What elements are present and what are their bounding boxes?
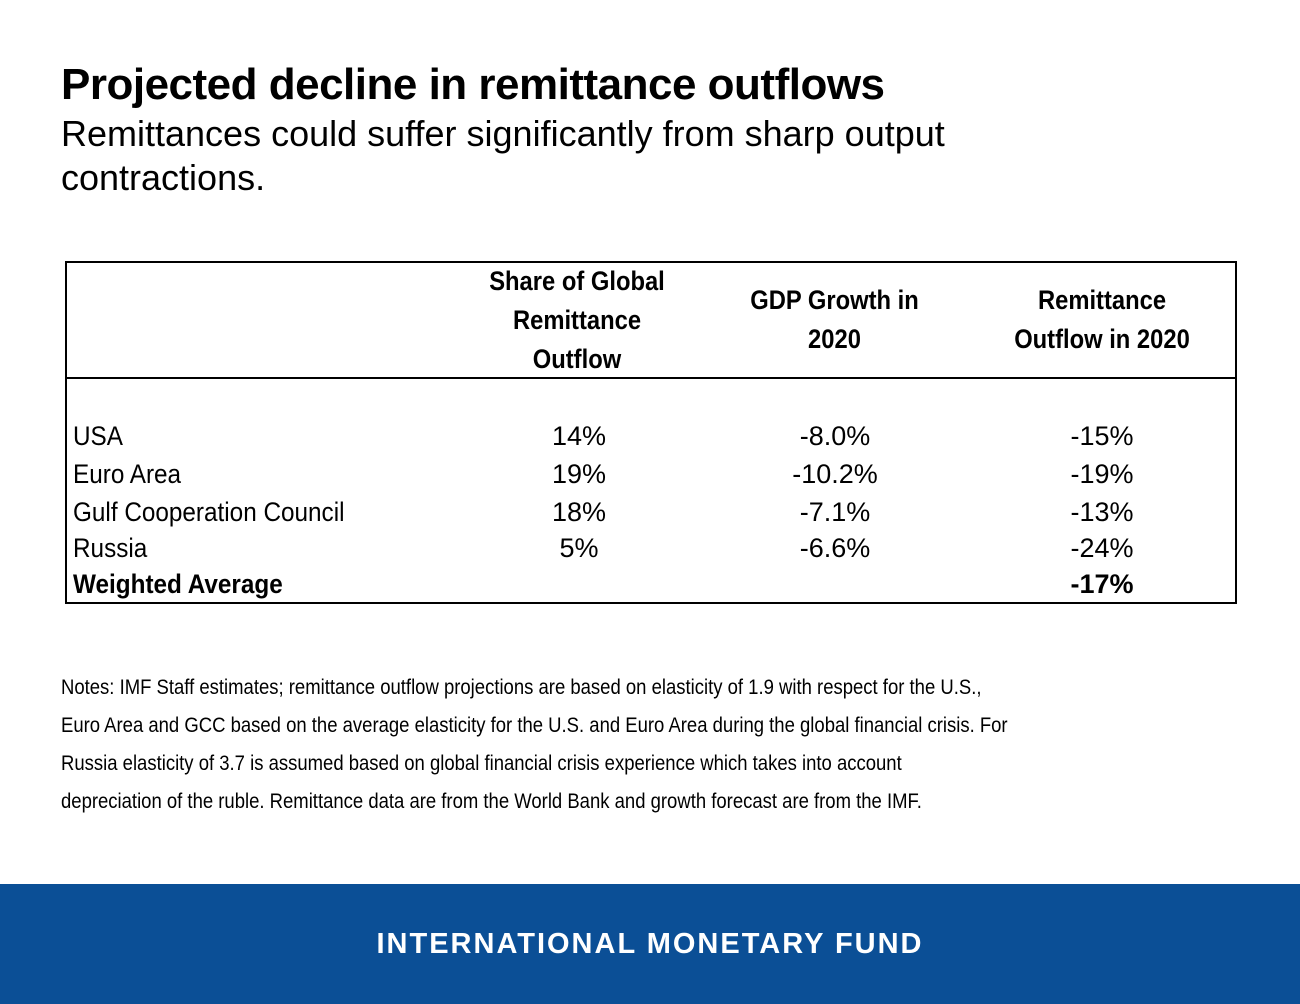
column-header-outflow: Remittance Outflow in 2020 [1014,285,1190,354]
notes-line: Notes: IMF Staff estimates; remittance o… [61,675,982,699]
row-label: Euro Area [73,459,182,489]
row-label: Weighted Average [73,569,283,599]
column-header-share: Share of Global Remittance Outflow [489,265,665,374]
row-label: USA [73,421,123,451]
table-row: Weighted Average -17% [67,566,1235,603]
cell-gdp-growth: -6.6% [799,533,871,563]
table-row: Gulf Cooperation Council 18% -7.1% -13% [67,494,1235,531]
notes-line: Russia elasticity of 3.7 is assumed base… [61,751,902,775]
table-row: USA 14% -8.0% -15% [67,418,1235,455]
table-header: Share of Global Remittance Outflow GDP G… [67,263,1235,379]
notes: Notes: IMF Staff estimates; remittance o… [61,668,1231,820]
footer-banner: INTERNATIONAL MONETARY FUND [0,884,1300,1004]
cell-gdp-growth: -8.0% [799,421,871,451]
notes-line: Euro Area and GCC based on the average e… [61,713,1008,737]
notes-line: depreciation of the ruble. Remittance da… [61,789,922,813]
column-header-gdp: GDP Growth in 2020 [750,285,919,354]
cell-gdp-growth: -7.1% [799,497,871,527]
row-label: Russia [73,533,148,563]
cell-share: 18% [551,497,607,527]
cell-remittance-outflow: -17% [1070,569,1134,599]
cell-gdp-growth: -10.2% [792,459,878,489]
chart-subtitle: Remittances could suffer significantly f… [61,113,945,198]
chart-title: Projected decline in remittance outflows [61,60,885,109]
cell-remittance-outflow: -15% [1070,421,1134,451]
footer-logo-text: INTERNATIONAL MONETARY FUND [376,927,924,960]
cell-remittance-outflow: -13% [1070,497,1134,527]
remittance-table: Share of Global Remittance Outflow GDP G… [65,261,1237,604]
cell-share: 5% [559,533,599,563]
cell-share: 19% [551,459,607,489]
table-row: Russia 5% -6.6% -24% [67,530,1235,567]
row-label: Gulf Cooperation Council [73,497,345,527]
cell-remittance-outflow: -19% [1070,459,1134,489]
cell-share: 14% [551,421,607,451]
table-row: Euro Area 19% -10.2% -19% [67,456,1235,493]
cell-remittance-outflow: -24% [1070,533,1134,563]
